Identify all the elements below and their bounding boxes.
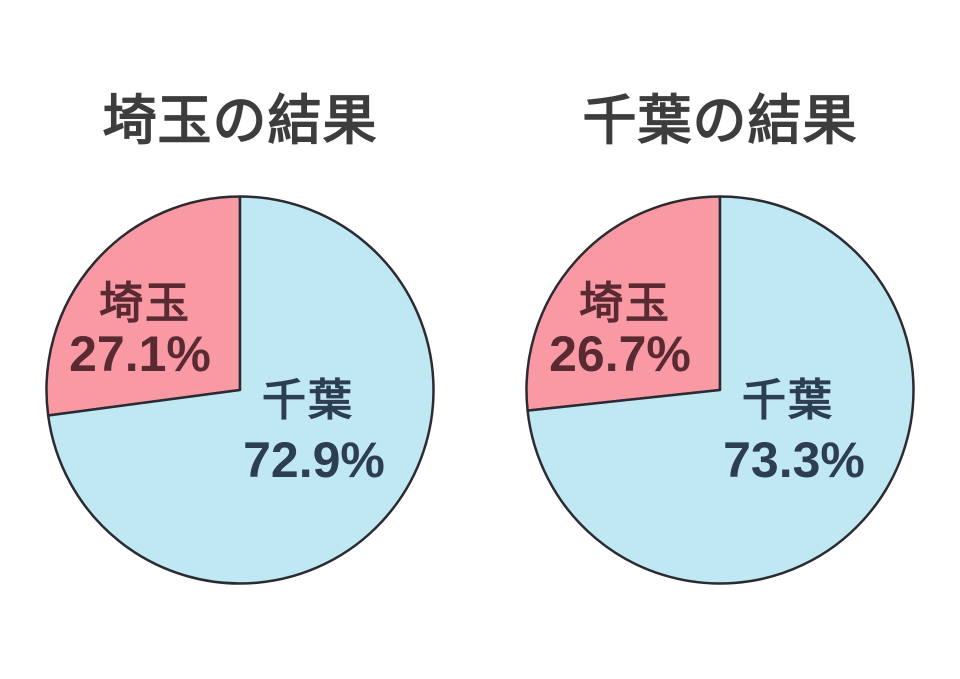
pie-chart-chiba: 埼玉 26.7% 千葉 73.3% [524, 194, 916, 586]
chart-title-saitama: 埼玉の結果 [102, 91, 378, 151]
slice-label-chiba: 千葉 [742, 376, 834, 425]
slice-percent-saitama: 27.1% [69, 326, 211, 382]
slice-percent-saitama: 26.7% [549, 326, 691, 382]
pie-slice [45, 195, 242, 417]
slice-percent-chiba: 72.9% [243, 432, 385, 488]
pie-slice [526, 195, 915, 585]
pie-chart-saitama: 埼玉 27.1% 千葉 72.9% [44, 194, 436, 586]
slice-label-saitama: 埼玉 [579, 279, 671, 328]
slice-percent-chiba: 73.3% [723, 432, 865, 488]
pie-slice [525, 195, 722, 412]
slice-label-saitama: 埼玉 [99, 279, 191, 328]
pie-svg [525, 195, 915, 585]
pie-svg [45, 195, 435, 585]
chart-title-chiba: 千葉の結果 [582, 91, 858, 151]
slice-label-chiba: 千葉 [262, 376, 354, 425]
chiba-results-chart: 千葉の結果 埼玉 26.7% 千葉 73.3% [480, 0, 960, 679]
pie-slice [46, 195, 435, 585]
saitama-results-chart: 埼玉の結果 埼玉 27.1% 千葉 72.9% [44, 91, 436, 586]
